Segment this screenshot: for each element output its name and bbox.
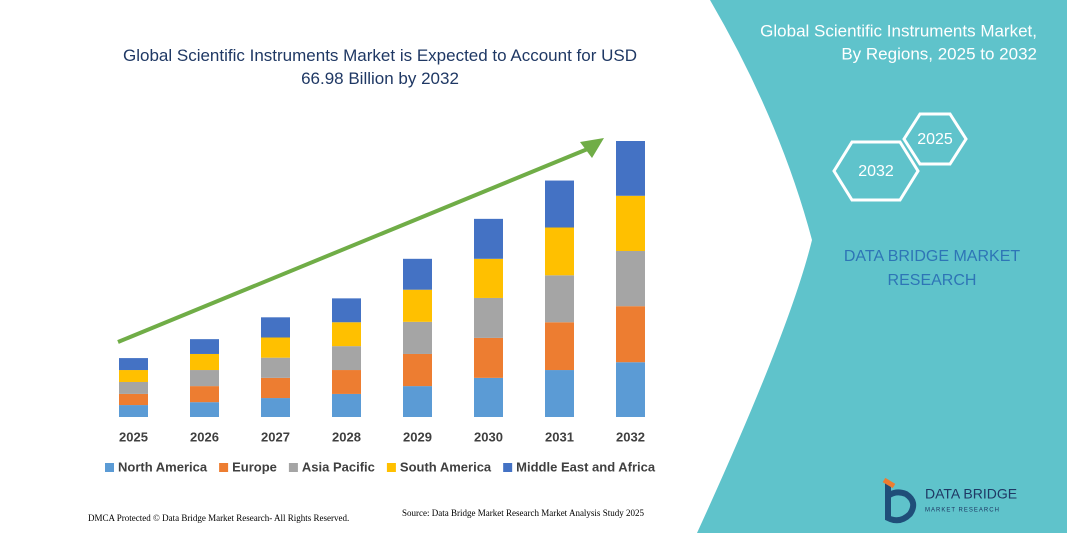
bar-segment [616, 306, 645, 363]
x-tick-label: 2032 [616, 429, 645, 444]
bar-segment [190, 386, 219, 403]
bar-segment [545, 370, 574, 417]
bar-segment [261, 377, 290, 399]
bar-segment [474, 377, 503, 417]
bar-segment [190, 339, 219, 354]
source: Source: Data Bridge Market Research Mark… [402, 508, 644, 518]
logo-icon [882, 477, 917, 524]
x-tick-label: 2030 [474, 429, 503, 444]
legend-swatch [219, 463, 229, 472]
bar-segment [403, 258, 432, 290]
legend-swatch [288, 463, 298, 472]
x-tick-label: 2025 [119, 429, 148, 444]
chart-title: Global Scientific Instruments Market is … [123, 46, 637, 88]
bar-segment [119, 358, 148, 371]
bar-segment [474, 218, 503, 259]
bar-segment [190, 370, 219, 387]
brand-text: RESEARCH [888, 272, 977, 289]
arrow-head [580, 138, 604, 158]
bar-segment [403, 353, 432, 387]
bar-segment [616, 141, 645, 196]
x-tick-label: 2029 [403, 429, 432, 444]
dmca: DMCA Protected © Data Bridge Market Rese… [88, 513, 349, 523]
bar-segment [616, 195, 645, 251]
bar-segment [545, 275, 574, 323]
bar-segment [403, 321, 432, 354]
hexagon-label: 2032 [858, 163, 894, 180]
bar-segment [261, 317, 290, 338]
bar-segment [119, 370, 148, 382]
trend-arrow [117, 146, 591, 344]
x-tick-label: 2031 [545, 429, 574, 444]
bar-segment [261, 337, 290, 358]
legend-label: North America [118, 459, 208, 474]
bar-segment [545, 180, 574, 228]
bar-segment [190, 353, 219, 371]
bar-segment [332, 322, 361, 347]
bar-segment [332, 393, 361, 417]
bar-segment [616, 362, 645, 417]
bar-segment [332, 298, 361, 323]
logo-tagline: MARKET RESEARCH [925, 508, 1000, 514]
legend-label: Middle East and Africa [516, 459, 656, 474]
bar-segment [403, 289, 432, 322]
bar-segment [545, 227, 574, 276]
bar-segment [332, 370, 361, 394]
panel-title: Global Scientific Instruments Market, [760, 21, 1037, 40]
logo-name: DATA BRIDGE [925, 486, 1017, 502]
x-tick-label: 2027 [261, 429, 290, 444]
bar-segment [474, 258, 503, 298]
bar-segment [261, 398, 290, 417]
x-tick-label: 2026 [190, 429, 219, 444]
bar-segment [119, 381, 148, 394]
bar-segment [545, 322, 574, 371]
bar-segment [119, 405, 148, 417]
legend-label: Asia Pacific [302, 459, 375, 474]
bar-segment [616, 250, 645, 307]
bar-segment [403, 386, 432, 417]
legend-swatch [105, 463, 114, 472]
legend-label: South America [400, 459, 492, 474]
legend-swatch [503, 463, 513, 472]
bar-segment [474, 337, 503, 378]
bar-segment [119, 393, 148, 406]
bar-segment [261, 357, 290, 378]
bar-segment [190, 402, 219, 417]
side-panel [697, 0, 1067, 533]
legend-swatch [386, 463, 396, 472]
panel-title: By Regions, 2025 to 2032 [841, 44, 1037, 63]
hexagons [832, 112, 968, 202]
brand-text: DATA BRIDGE MARKET [844, 248, 1021, 265]
x-tick-label: 2028 [332, 429, 361, 444]
bar-segment [474, 297, 503, 338]
legend-label: Europe [232, 459, 277, 474]
bar-segment [332, 346, 361, 371]
hexagon-label: 2025 [917, 131, 953, 148]
